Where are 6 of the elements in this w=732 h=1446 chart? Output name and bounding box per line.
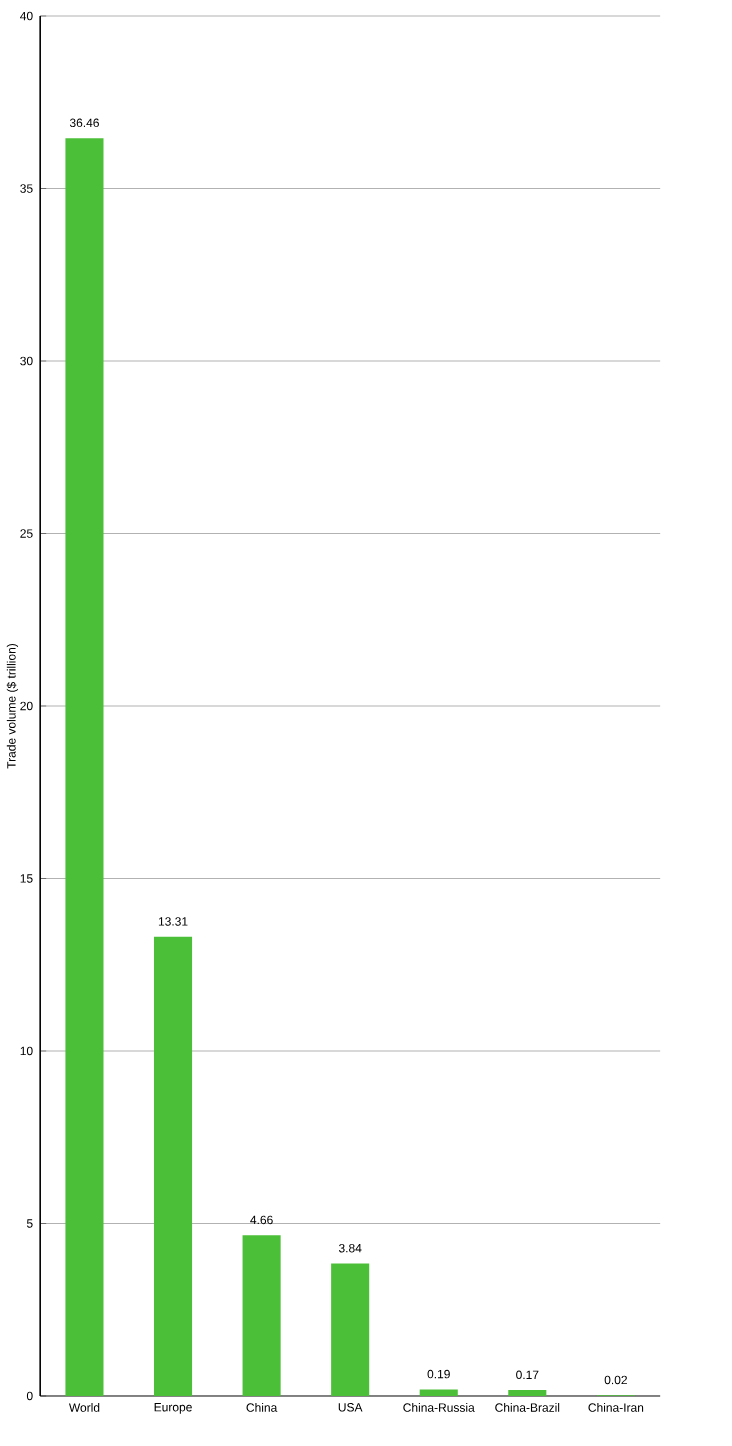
bar xyxy=(242,1235,281,1396)
bar xyxy=(65,138,104,1396)
bar xyxy=(508,1390,547,1396)
bar xyxy=(419,1389,458,1396)
bar xyxy=(153,936,192,1396)
bar xyxy=(330,1263,369,1396)
